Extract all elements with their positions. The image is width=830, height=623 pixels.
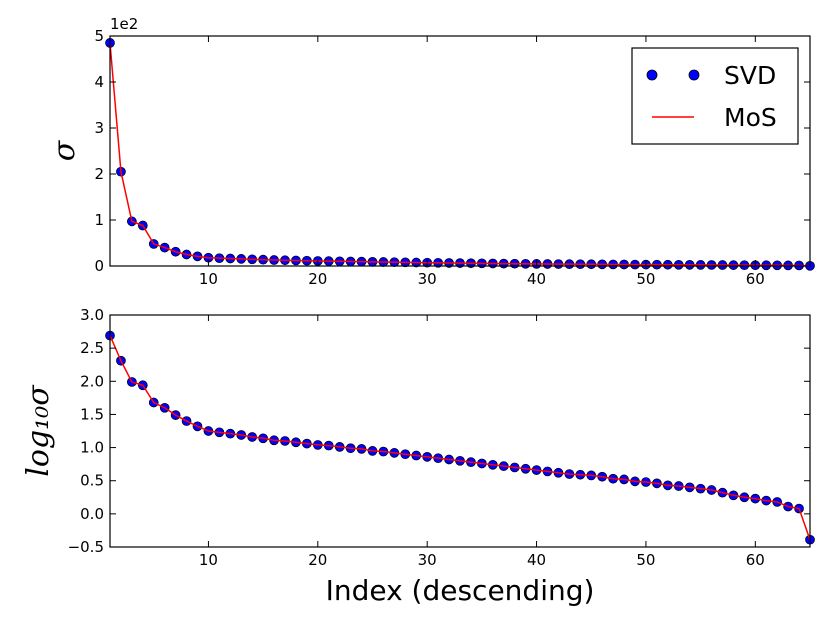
- bottom-axes-frame: [109, 314, 811, 548]
- bottom-x-tick-label: 20: [308, 551, 327, 569]
- top-y-tick-label: 3: [94, 119, 104, 137]
- legend: SVD MoS: [631, 47, 799, 145]
- x-axis-label: Index (descending): [326, 574, 595, 607]
- top-x-tick-label: 30: [418, 270, 437, 288]
- top-chart: 1e2 10 20 30 40 50 60 0 1 2 3 4 5 σ SVD MoS: [47, 15, 815, 288]
- bottom-y-tick-label: 2.0: [80, 372, 104, 390]
- top-y-tick-label: 5: [94, 27, 104, 45]
- legend-svd-label: SVD: [724, 61, 776, 90]
- bottom-plot-area: [105, 330, 815, 545]
- top-y-tick-label: 2: [94, 165, 104, 183]
- bottom-y-axis-label: log₁₀σ: [21, 384, 56, 477]
- bottom-y-tick-label: 1.5: [80, 405, 104, 423]
- top-y-tick-label: 4: [94, 73, 104, 91]
- bottom-y-tick-label: 0.0: [80, 505, 104, 523]
- top-axes-frame: [109, 35, 811, 267]
- top-y-axis-label: σ: [47, 139, 82, 161]
- bottom-x-tick-label: 40: [527, 551, 546, 569]
- bottom-y-tick-label: −0.5: [68, 538, 104, 556]
- bottom-y-tick-label: 3.0: [80, 306, 104, 324]
- legend-svd-marker-1: [646, 69, 658, 81]
- bottom-svd-markers: [105, 330, 815, 545]
- bottom-x-tick-label: 60: [746, 551, 765, 569]
- top-y-tick-label: 1: [94, 211, 104, 229]
- top-y-tick-label: 0: [94, 257, 104, 275]
- bottom-y-tick-label: 1.0: [80, 439, 104, 457]
- top-x-tick-label: 40: [527, 270, 546, 288]
- top-offset-label: 1e2: [110, 15, 138, 33]
- bottom-x-tick-label: 50: [636, 551, 655, 569]
- top-plot-area: [105, 38, 815, 271]
- legend-svd-marker-2: [688, 69, 700, 81]
- top-x-tick-label: 20: [308, 270, 327, 288]
- bottom-x-tick-label: 30: [418, 551, 437, 569]
- top-ticks: 10 20 30 40 50 60 0 1 2 3 4 5: [94, 27, 810, 288]
- bottom-y-tick-label: 2.5: [80, 339, 104, 357]
- legend-box: [631, 47, 799, 145]
- bottom-chart: 10 20 30 40 50 60 −0.5 0.0 0.5 1.0 1.5 2.0 2.5 3.0 lo…: [21, 306, 815, 607]
- top-x-tick-label: 50: [636, 270, 655, 288]
- bottom-mos-line: [110, 335, 810, 540]
- top-x-tick-label: 10: [199, 270, 218, 288]
- bottom-ticks: 10 20 30 40 50 60 −0.5 0.0 0.5 1.0 1.5 2.0 2.5 3.0: [68, 306, 810, 569]
- legend-mos-label: MoS: [724, 103, 777, 132]
- bottom-x-tick-label: 10: [199, 551, 218, 569]
- top-mos-line: [110, 42, 810, 266]
- top-x-tick-label: 60: [746, 270, 765, 288]
- bottom-y-tick-label: 0.5: [80, 472, 104, 490]
